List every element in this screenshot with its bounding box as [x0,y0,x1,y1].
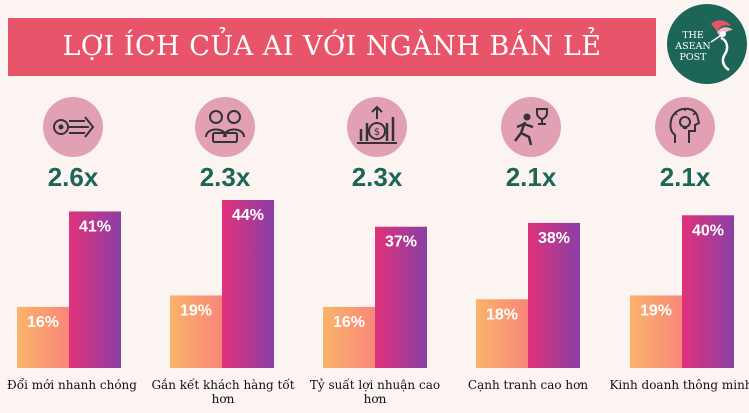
multiplier-value: 2.1x [505,162,557,192]
logo-text: THE ASEAN POST [675,30,711,63]
bar-value-label: 41% [79,218,111,235]
bar-high [682,215,734,368]
bar-low [170,295,222,368]
asean-post-logo: THE ASEAN POST [667,4,747,84]
multiplier-value: 2.1x [659,162,711,192]
bar-high [69,211,121,368]
title-banner: LỢI ÍCH CỦA AI VỚI NGÀNH BÁN LẺ [8,18,656,76]
arrow-speed-icon [43,97,103,157]
bar-low [323,306,375,368]
bar-low [630,295,682,368]
multiplier-value: 2.3x [351,162,403,192]
page-title: LỢI ÍCH CỦA AI VỚI NGÀNH BÁN LẺ [62,31,602,62]
category-label: Cạnh tranh cao hơn [467,378,589,392]
hummingbird-icon [710,20,733,72]
bar-value-label: 16% [333,314,365,331]
multiplier-value: 2.3x [199,162,251,192]
svg-text:$: $ [374,127,380,138]
bar-value-label: 38% [538,230,570,247]
bar-value-label: 37% [385,234,417,251]
bar-value-label: 19% [180,302,212,319]
bar-low [476,299,528,368]
bar-low [17,306,69,368]
bar-high [528,222,580,368]
bar-value-label: 40% [692,222,724,239]
bar-high [375,226,427,368]
category-label: Kinh doanh thông minh [609,378,749,392]
category-label: Gắn kết khách hàng tốt hơn [151,378,295,406]
bar-value-label: 19% [640,302,672,319]
multiplier-value: 2.6x [47,162,99,192]
bar-value-label: 18% [486,306,518,323]
bar-value-label: 44% [232,207,264,224]
profit-growth-icon: $ [347,97,407,157]
category-label: Tỷ suất lợi nhuận cao hơn [309,378,441,406]
bar-value-label: 16% [27,314,59,331]
head-lightbulb-icon [655,97,715,157]
bar-high [222,200,274,368]
people-engagement-icon [195,97,255,157]
category-label: Đổi mới nhanh chóng [7,378,137,392]
runner-trophy-icon [501,97,561,157]
